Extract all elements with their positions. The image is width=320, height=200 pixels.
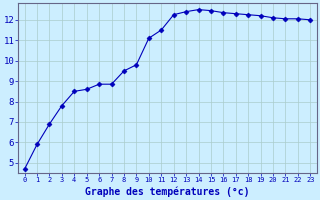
X-axis label: Graphe des températures (°c): Graphe des températures (°c) — [85, 186, 250, 197]
